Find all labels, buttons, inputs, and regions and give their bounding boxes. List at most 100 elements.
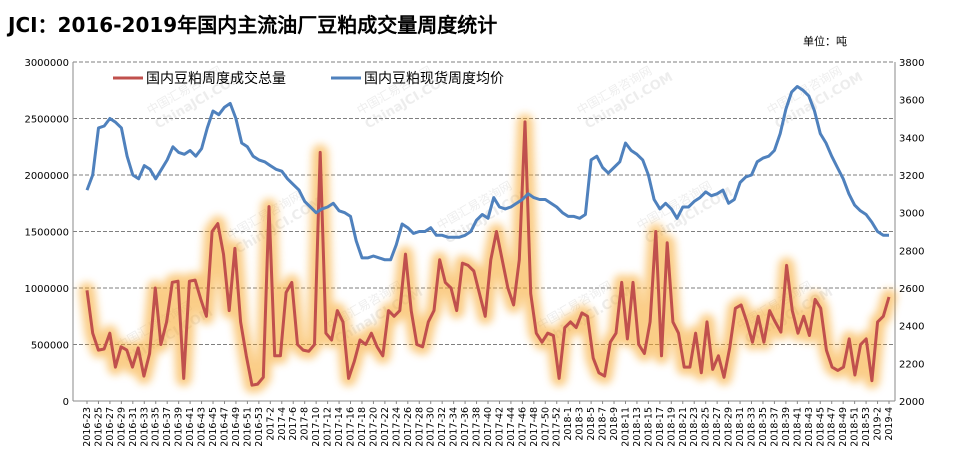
y-right-tick-label: 2600 — [899, 284, 924, 295]
x-tick-label: 2017-22 — [380, 407, 391, 447]
y-right-tick-label: 2800 — [899, 246, 924, 257]
x-tick-label: 2017-16 — [346, 407, 357, 447]
volume-glow — [79, 113, 897, 394]
x-tick-label: 2018-53 — [861, 407, 872, 447]
y-right-tick-label: 2000 — [899, 397, 924, 408]
x-tick-label: 2018-49 — [838, 407, 849, 447]
x-tick-label: 2018-13 — [632, 407, 643, 447]
y-right-tick-label: 3400 — [899, 133, 924, 144]
x-tick-label: 2017-8 — [300, 407, 311, 441]
legend-label-price: 国内豆粕现货周度均价 — [364, 70, 504, 87]
y-left-tick-label: 0 — [63, 397, 69, 408]
y-right-tick-label: 3200 — [899, 171, 924, 182]
x-tick-label: 2018-9 — [609, 407, 620, 441]
x-tick-label: 2017-34 — [449, 407, 460, 447]
x-tick-label: 2018-33 — [747, 407, 758, 447]
x-tick-label: 2017-24 — [391, 407, 402, 447]
x-tick-label: 2018-39 — [781, 407, 792, 447]
x-tick-label: 2017-44 — [506, 407, 517, 447]
x-tick-label: 2016-47 — [219, 407, 230, 447]
legend: 国内豆粕周度成交总量 国内豆粕现货周度均价 — [113, 70, 504, 87]
x-tick-label: 2016-45 — [208, 407, 219, 447]
x-tick-label: 2016-37 — [162, 407, 173, 447]
x-tick-label: 2017-6 — [288, 407, 299, 441]
x-tick-label: 2018-45 — [815, 407, 826, 447]
y-left-tick-label: 1500000 — [24, 228, 69, 239]
x-tick-label: 2017-14 — [334, 407, 345, 447]
x-tick-label: 2018-47 — [827, 407, 838, 447]
x-tick-label: 2017-12 — [323, 407, 334, 447]
legend-label-volume: 国内豆粕周度成交总量 — [146, 70, 286, 87]
x-tick-label: 2016-49 — [231, 407, 242, 447]
x-tick-label: 2018-7 — [598, 407, 609, 441]
x-tick-label: 2017-26 — [403, 407, 414, 447]
x-tick-label: 2016-27 — [105, 407, 116, 447]
x-tick-label: 2017-28 — [414, 407, 425, 447]
y-left-tick-label: 2000000 — [24, 171, 69, 182]
x-tick-label: 2018-37 — [769, 407, 780, 447]
y-left-tick-label: 3000000 — [24, 58, 69, 69]
x-tick-label: 2017-4 — [277, 407, 288, 441]
y-left-tick-label: 500000 — [31, 341, 69, 352]
x-tick-label: 2017-52 — [552, 407, 563, 447]
x-tick-label: 2018-27 — [712, 407, 723, 447]
x-tick-label: 2018-31 — [735, 407, 746, 447]
x-tick-label: 2018-51 — [850, 407, 861, 447]
x-tick-label: 2018-17 — [655, 407, 666, 447]
series-line-volume — [85, 120, 891, 387]
x-tick-label: 2017-18 — [357, 407, 368, 447]
x-tick-label: 2017-10 — [311, 407, 322, 447]
unit-label: 单位：吨 — [803, 34, 847, 48]
y-right-tick-label: 3600 — [899, 96, 924, 107]
x-tick-label: 2017-36 — [460, 407, 471, 447]
x-tick-label: 2017-50 — [540, 407, 551, 447]
x-tick-label: 2018-41 — [792, 407, 803, 447]
x-tick-label: 2017-40 — [483, 407, 494, 447]
y-right-tick-label: 2400 — [899, 322, 924, 333]
x-tick-label: 2019-4 — [884, 407, 895, 441]
x-tick-label: 2017-38 — [472, 407, 483, 447]
x-tick-label: 2016-53 — [254, 407, 265, 447]
series-line-price — [85, 85, 889, 262]
x-tick-label: 2017-48 — [529, 407, 540, 447]
x-tick-label: 2016-43 — [197, 407, 208, 447]
x-tick-label: 2018-23 — [689, 407, 700, 447]
x-tick-label: 2016-51 — [242, 407, 253, 447]
x-tick-label: 2016-23 — [82, 407, 93, 447]
y-right-tick-label: 3000 — [899, 209, 924, 220]
axes: 0 500000 1000000 1500000 2000000 2500000 30000… — [24, 58, 924, 447]
x-tick-label: 2018-29 — [724, 407, 735, 447]
series-layer — [79, 85, 897, 394]
x-tick-label: 2017-46 — [517, 407, 528, 447]
x-tick-label: 2017-20 — [368, 407, 379, 447]
x-tick-label: 2016-29 — [116, 407, 127, 447]
x-tick-label: 2018-21 — [678, 407, 689, 447]
x-tick-label: 2018-3 — [575, 407, 586, 441]
x-tick-label: 2019-2 — [873, 407, 884, 441]
x-tick-label: 2017-32 — [437, 407, 448, 447]
x-tick-label: 2016-25 — [93, 407, 104, 447]
x-tick-label: 2018-43 — [804, 407, 815, 447]
x-tick-label: 2018-1 — [563, 407, 574, 441]
x-tick-label: 2016-39 — [174, 407, 185, 447]
x-tick-label: 2016-33 — [139, 407, 150, 447]
y-left-tick-label: 2500000 — [24, 115, 69, 126]
x-tick-label: 2017-2 — [265, 407, 276, 441]
x-tick-label: 2018-11 — [620, 407, 631, 447]
x-tick-label: 2016-41 — [185, 407, 196, 447]
y-right-tick-label: 2200 — [899, 359, 924, 370]
y-left-tick-label: 1000000 — [24, 284, 69, 295]
x-tick-label: 2016-31 — [128, 407, 139, 447]
x-tick-label: 2018-25 — [701, 407, 712, 447]
y-right-tick-label: 3800 — [899, 58, 924, 69]
x-tick-label: 2018-35 — [758, 407, 769, 447]
x-tick-label: 2018-19 — [666, 407, 677, 447]
chart-title: JCI：2016-2019年国内主流油厂豆粕成交量周度统计 — [6, 13, 497, 37]
x-tick-label: 2018-5 — [586, 407, 597, 441]
x-tick-label: 2016-35 — [151, 407, 162, 447]
